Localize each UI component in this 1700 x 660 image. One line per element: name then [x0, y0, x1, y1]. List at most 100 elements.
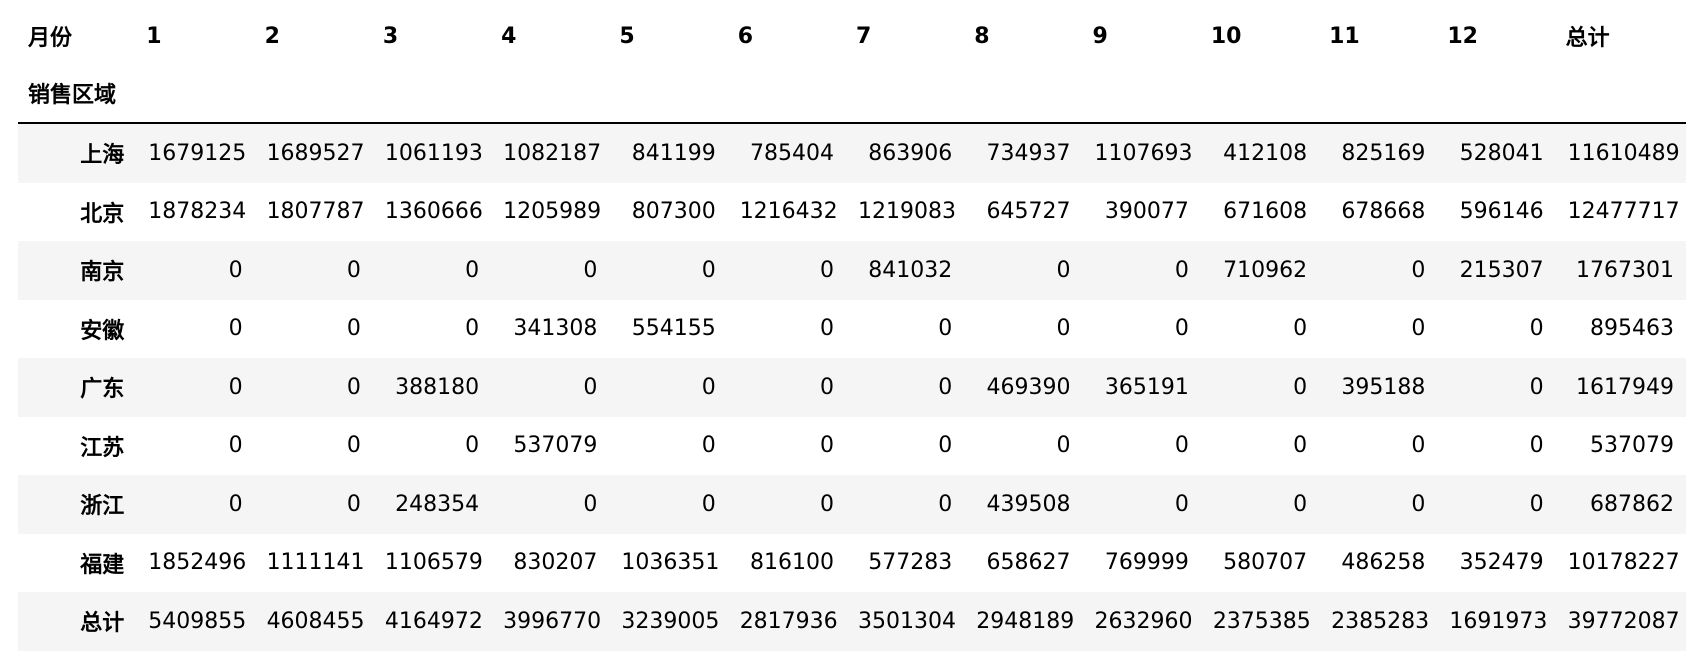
table-cell: 1689527	[266, 140, 365, 166]
table-cell: 645727	[986, 199, 1071, 225]
table-cell: 0	[1174, 491, 1189, 517]
table-cell: 596146	[1459, 199, 1544, 225]
table-cell: 1082187	[503, 140, 602, 166]
table-cell: 0	[701, 491, 716, 517]
table-cell: 0	[819, 257, 834, 283]
table-cell: 12477717	[1567, 199, 1680, 225]
table-cell: 412108	[1223, 140, 1308, 166]
table-cell: 1691973	[1449, 608, 1548, 634]
table-cell: 734937	[986, 140, 1071, 166]
table-cell: 2948189	[976, 608, 1075, 634]
column-header: 4	[501, 23, 517, 49]
index-row-blank-cell	[491, 64, 609, 123]
table-cell: 1852496	[148, 550, 247, 576]
table-cell: 0	[1174, 316, 1189, 342]
index-row-blank-cell	[846, 64, 964, 123]
table-cell: 0	[1174, 257, 1189, 283]
table-cell: 0	[819, 316, 834, 342]
table-cell: 215307	[1459, 257, 1544, 283]
table-cell: 469390	[986, 374, 1071, 400]
table-cell: 10178227	[1567, 550, 1680, 576]
table-cell: 1061193	[384, 140, 483, 166]
column-header-row: 月份 1 2 3 4 5 6 7 8 9 10 11 12 总计	[18, 8, 1686, 64]
columns-name-label: 月份	[28, 26, 73, 51]
table-cell: 2385283	[1331, 608, 1430, 634]
table-cell: 0	[1293, 491, 1308, 517]
column-header: 3	[382, 23, 399, 49]
table-cell: 0	[938, 433, 953, 459]
table-cell: 785404	[749, 140, 834, 166]
table-cell: 1107693	[1094, 140, 1193, 166]
table-cell: 0	[1411, 491, 1426, 517]
table-cell: 1679125	[148, 140, 247, 166]
table-row: 总计 5409855 4608455 4164972 3996770 3239005 281…	[18, 592, 1686, 651]
table-cell: 0	[819, 491, 834, 517]
table-cell: 0	[346, 374, 361, 400]
table-cell: 577283	[868, 550, 953, 576]
table-cell: 0	[1411, 433, 1426, 459]
table-cell: 390077	[1104, 199, 1189, 225]
column-header: 11	[1329, 23, 1360, 49]
pivot-table: 月份 1 2 3 4 5 6 7 8 9 10 11 12 总计 销售区域 上海 1679125 16895…	[18, 8, 1686, 651]
table-cell: 580707	[1223, 550, 1308, 576]
table-cell: 341308	[513, 316, 598, 342]
table-cell: 1106579	[384, 550, 483, 576]
table-cell: 0	[465, 433, 480, 459]
table-cell: 0	[1529, 316, 1544, 342]
table-row: 广东 0 0 388180 0 0 0 0 469390 365191 0 395188 0 161794…	[18, 358, 1686, 417]
table-cell: 0	[228, 316, 243, 342]
table-cell: 537079	[513, 433, 598, 459]
index-row-blank-cell	[1437, 64, 1555, 123]
table-cell: 388180	[395, 374, 480, 400]
table-cell: 0	[1529, 491, 1544, 517]
table-cell: 687862	[1590, 491, 1674, 517]
row-label: 上海	[80, 143, 125, 169]
table-cell: 807300	[631, 199, 716, 225]
index-name-label: 销售区域	[28, 83, 117, 108]
table-cell: 0	[346, 316, 361, 342]
table-row: 浙江 0 0 248354 0 0 0 0 439508 0 0 0 0 687862	[18, 475, 1686, 534]
table-cell: 0	[701, 257, 716, 283]
table-cell: 537079	[1590, 433, 1674, 459]
table-cell: 0	[938, 491, 953, 517]
table-cell: 365191	[1104, 374, 1189, 400]
table-cell: 658627	[986, 550, 1071, 576]
table-cell: 439508	[986, 491, 1071, 517]
table-cell: 2375385	[1212, 608, 1311, 634]
table-cell: 528041	[1459, 140, 1544, 166]
table-cell: 486258	[1341, 550, 1426, 576]
table-cell: 1878234	[148, 199, 247, 225]
table-row: 北京 1878234 1807787 1360666 1205989 807300 1216…	[18, 182, 1686, 241]
index-row-blank-cell	[609, 64, 727, 123]
table-cell: 0	[346, 491, 361, 517]
table-cell: 3996770	[503, 608, 602, 634]
table-cell: 2632960	[1094, 608, 1193, 634]
table-row: 南京 0 0 0 0 0 0 841032 0 0 710962 0 215307 1767301	[18, 241, 1686, 300]
index-row-blank-cell	[1201, 64, 1319, 123]
table-cell: 830207	[513, 550, 598, 576]
table-cell: 0	[701, 374, 716, 400]
table-cell: 0	[1056, 316, 1071, 342]
index-row-blank-cell	[1556, 64, 1686, 123]
column-header: 8	[974, 23, 990, 49]
table-cell: 710962	[1223, 257, 1308, 283]
table-cell: 0	[583, 491, 598, 517]
table-cell: 0	[701, 433, 716, 459]
index-row-blank-cell	[1083, 64, 1201, 123]
table-cell: 0	[228, 491, 243, 517]
table-cell: 2817936	[739, 608, 838, 634]
table-cell: 0	[1411, 316, 1426, 342]
table-cell: 0	[583, 257, 598, 283]
table-cell: 769999	[1104, 550, 1189, 576]
column-header: 6	[737, 23, 753, 49]
table-cell: 395188	[1341, 374, 1426, 400]
table-cell: 352479	[1459, 550, 1544, 576]
table-cell: 0	[1529, 374, 1544, 400]
table-cell: 825169	[1341, 140, 1426, 166]
table-cell: 841032	[868, 257, 953, 283]
column-header: 5	[619, 23, 635, 49]
index-row-blank-cell	[964, 64, 1082, 123]
table-cell: 841199	[631, 140, 716, 166]
table-cell: 1036351	[621, 550, 720, 576]
